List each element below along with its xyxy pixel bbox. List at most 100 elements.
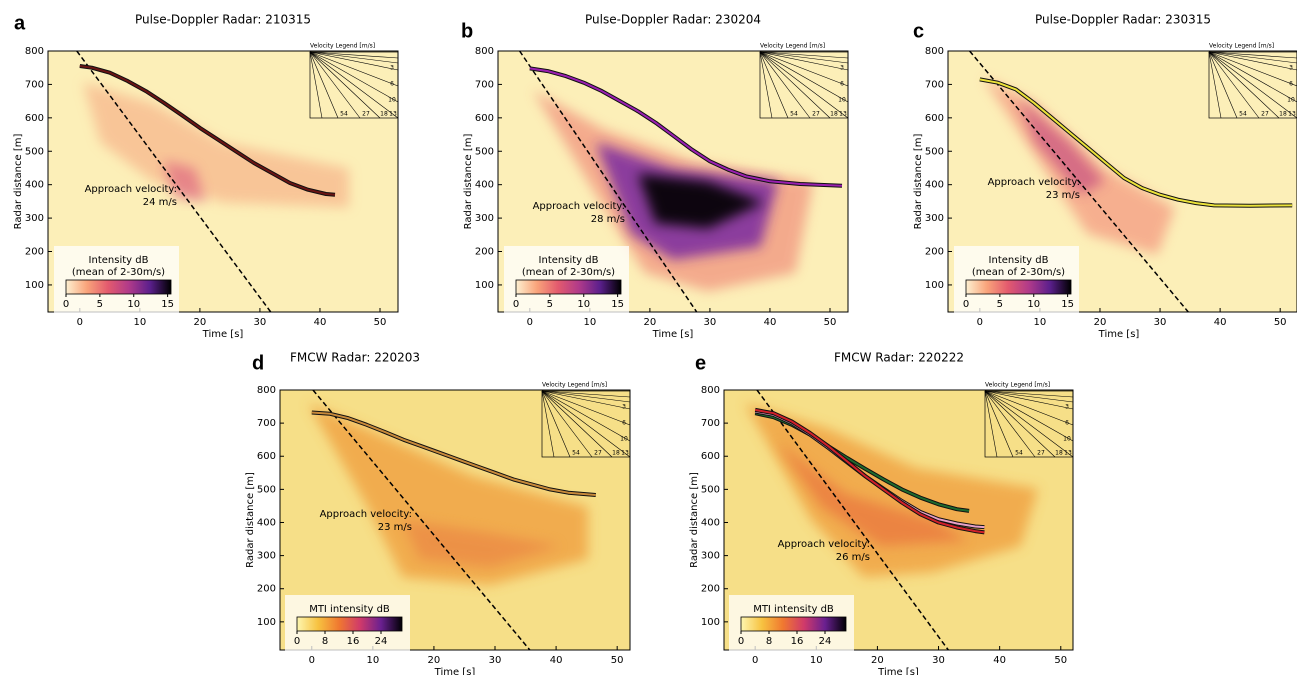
velocity-ray xyxy=(309,51,361,119)
x-tick-label: 40 xyxy=(993,655,1006,666)
y-axis-label: Radar distance [m] xyxy=(13,134,24,230)
velocity-legend-box xyxy=(759,51,849,119)
chart-title: Pulse-Doppler Radar: 230315 xyxy=(1035,13,1211,27)
velocity-label: 18 xyxy=(612,450,620,457)
colorbar xyxy=(740,616,847,632)
y-tick-label: 800 xyxy=(475,46,494,57)
y-tick-label: 500 xyxy=(925,146,944,157)
velocity-label: 54 xyxy=(1239,111,1247,118)
chart-title: FMCW Radar: 220203 xyxy=(290,351,420,365)
velocity-ray xyxy=(1208,51,1297,71)
y-tick-label: 600 xyxy=(257,451,276,462)
panel: 0 10 20 30 40 50100200300400500600700800Time … xyxy=(245,351,631,675)
x-tick-label: 30 xyxy=(1154,317,1167,328)
velocity-ray xyxy=(984,390,1014,458)
y-tick-label: 400 xyxy=(475,180,494,191)
annotation: Approach velocity: xyxy=(988,177,1080,188)
y-tick-label: 100 xyxy=(475,280,494,291)
y-tick-label: 300 xyxy=(257,551,276,562)
x-tick-label: 0 xyxy=(977,317,983,328)
x-axis-label: Time [s] xyxy=(652,329,694,340)
panel-label: b xyxy=(461,20,473,42)
plot-frame xyxy=(947,50,1297,313)
annotation: Approach velocity: xyxy=(85,184,177,195)
y-tick-label: 400 xyxy=(701,517,720,528)
panel-label: a xyxy=(14,12,26,34)
annotation: 24 m/s xyxy=(143,197,177,208)
annotation: 26 m/s xyxy=(836,552,870,563)
x-tick-label: 10 xyxy=(583,317,596,328)
velocity-label: 6 xyxy=(622,420,626,427)
velocity-label: 3 xyxy=(622,404,626,411)
velocity-ray xyxy=(541,390,631,403)
colorbar-label: (mean of 2-30m/s) xyxy=(972,267,1065,278)
panel: 0 10 20 30 40 50100200300400500600700800Time … xyxy=(689,351,1074,675)
y-tick-label: 800 xyxy=(925,46,944,57)
track-line xyxy=(311,411,596,496)
y-tick-label: 500 xyxy=(257,484,276,495)
x-tick-label: 0 xyxy=(752,655,758,666)
y-tick-label: 700 xyxy=(25,79,44,90)
plot-frame xyxy=(497,50,849,313)
velocity-legend-box xyxy=(309,51,399,119)
track-line xyxy=(979,78,1293,207)
x-axis-label: Time [s] xyxy=(1098,329,1140,340)
approach-line xyxy=(312,390,531,650)
y-tick-label: 300 xyxy=(925,213,944,224)
x-axis-label: Time [s] xyxy=(877,667,919,675)
annotation: Approach velocity: xyxy=(320,509,412,520)
velocity-legend-box xyxy=(1208,51,1297,119)
x-tick-label: 20 xyxy=(644,317,657,328)
y-axis-label: Radar distance [m] xyxy=(245,472,256,568)
x-tick-label: 0 xyxy=(77,317,83,328)
velocity-label: 13 xyxy=(389,111,397,118)
y-tick-label: 800 xyxy=(701,385,720,396)
velocity-ray xyxy=(984,390,1074,410)
y-tick-label: 200 xyxy=(25,247,44,258)
panel: 0 10 20 30 40 50100200300400500600700800Time … xyxy=(461,13,849,340)
plot-frame xyxy=(279,389,631,651)
velocity-legend-title: Velocity Legend [m/s] xyxy=(985,382,1050,389)
velocity-label: 13 xyxy=(1064,450,1072,457)
track-line xyxy=(755,408,985,534)
heatmap xyxy=(498,51,848,312)
track-line xyxy=(79,65,336,196)
colorbar-label: Intensity dB xyxy=(989,255,1049,266)
colorbar xyxy=(296,616,403,632)
y-tick-label: 200 xyxy=(925,247,944,258)
velocity-ray xyxy=(541,390,631,398)
velocity-legend-box xyxy=(984,390,1074,458)
x-tick-label: 30 xyxy=(704,317,717,328)
colorbar-tick-label: 24 xyxy=(819,636,832,647)
plot-frame xyxy=(47,50,399,313)
y-tick-label: 300 xyxy=(475,213,494,224)
x-tick-label: 0 xyxy=(309,655,315,666)
x-tick-label: 40 xyxy=(1214,317,1227,328)
velocity-ray xyxy=(759,51,849,59)
x-tick-label: 40 xyxy=(764,317,777,328)
x-tick-label: 40 xyxy=(550,655,563,666)
velocity-label: 54 xyxy=(1015,450,1023,457)
velocity-label: 27 xyxy=(1261,111,1269,118)
colorbar-tick-label: 10 xyxy=(1027,299,1040,310)
velocity-label: 3 xyxy=(1289,65,1293,72)
colorbar-tick-label: 10 xyxy=(127,299,140,310)
velocity-label: 10 xyxy=(1287,97,1295,104)
velocity-label: 54 xyxy=(572,450,580,457)
colorbar-tick-label: 0 xyxy=(294,636,300,647)
velocity-ray xyxy=(1208,51,1297,103)
colorbar-tick-label: 0 xyxy=(63,299,69,310)
velocity-label: 18 xyxy=(380,111,388,118)
approach-line xyxy=(969,51,1189,312)
velocity-ray xyxy=(984,390,1074,403)
y-tick-label: 400 xyxy=(925,180,944,191)
heatmap-blob xyxy=(638,173,764,229)
velocity-legend: Velocity Legend [m/s] 3 6 10 54 27 18 13 xyxy=(759,43,849,119)
y-tick-label: 600 xyxy=(701,451,720,462)
velocity-label: 18 xyxy=(1279,111,1287,118)
velocity-label: 10 xyxy=(1063,436,1071,443)
y-axis-label: Radar distance [m] xyxy=(913,134,924,230)
colorbar-tick-label: 0 xyxy=(513,299,519,310)
velocity-legend-title: Velocity Legend [m/s] xyxy=(310,43,375,50)
